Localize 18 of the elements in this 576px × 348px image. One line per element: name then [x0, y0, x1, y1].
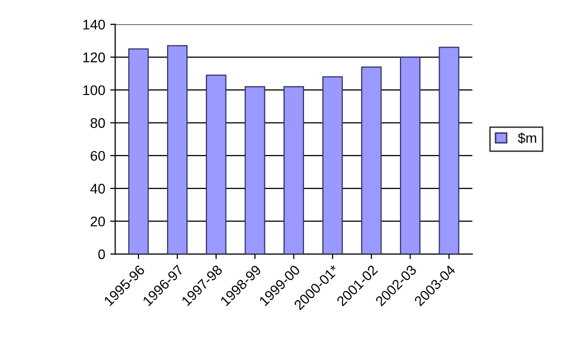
- bar: [128, 48, 149, 254]
- y-tick-label: 80: [90, 118, 105, 128]
- y-tick-label: 140: [83, 20, 105, 30]
- y-tick-label: 40: [90, 184, 105, 194]
- y-tick-label: 60: [90, 150, 105, 161]
- y-tick-label: 120: [83, 52, 105, 62]
- bar: [167, 45, 188, 254]
- bar: [361, 66, 382, 254]
- legend-label: $m: [518, 132, 536, 144]
- bar: [284, 86, 304, 254]
- bar: [400, 56, 420, 254]
- bar: [438, 46, 460, 254]
- bar: [322, 76, 343, 254]
- bar: [206, 74, 226, 254]
- y-tick-label: 0: [98, 249, 105, 260]
- y-tick-label: 20: [90, 216, 105, 226]
- y-tick-label: 100: [83, 85, 105, 96]
- bar: [244, 86, 266, 254]
